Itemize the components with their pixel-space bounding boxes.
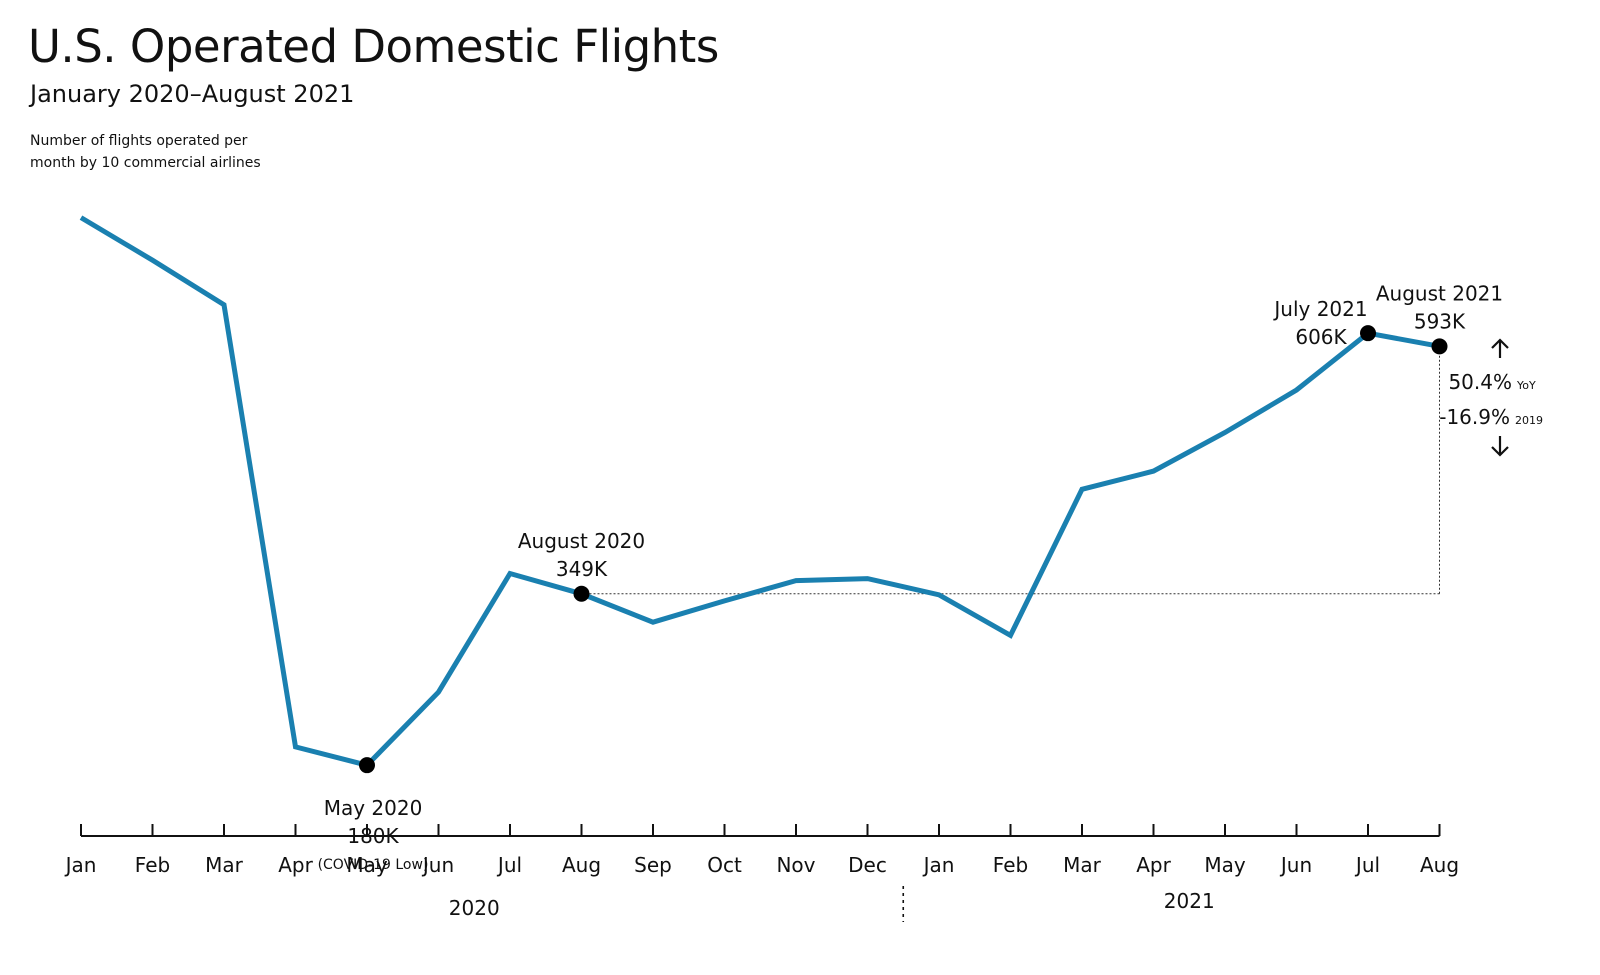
chart-subtitle: January 2020–August 2021 <box>30 80 355 108</box>
change-suffix: YoY <box>1516 379 1536 392</box>
change-value: 50.4% <box>1448 370 1512 394</box>
annotation-label: 349K <box>556 557 608 581</box>
x-tick-label: Aug <box>1420 853 1459 877</box>
highlight-point <box>573 585 590 602</box>
x-tick-label: Nov <box>776 853 815 877</box>
x-tick-label: Feb <box>135 853 170 877</box>
annotation-label: 593K <box>1414 309 1466 333</box>
highlight-points <box>359 325 1448 774</box>
annotation-label: August 2020 <box>518 529 645 553</box>
year-label: 2021 <box>1164 889 1215 913</box>
annotation-note: (COVID-19 Low) <box>318 857 429 873</box>
highlight-point <box>359 757 375 774</box>
x-tick-label: Jan <box>922 853 955 877</box>
annotation-label: July 2021 <box>1272 297 1367 321</box>
x-tick-label: Dec <box>848 853 887 877</box>
x-tick-label: May <box>346 853 388 877</box>
x-tick-label: May <box>1204 853 1246 877</box>
x-tick-label: Apr <box>278 853 313 877</box>
annotation-label: 180K <box>347 824 399 848</box>
x-tick-label: Apr <box>1136 853 1171 877</box>
highlight-point <box>1431 338 1448 355</box>
down-arrow-icon <box>1491 436 1509 457</box>
x-axis: Jan Feb Mar Apr May Jun Jul Aug Sep Oct Nov Dec Jan F… <box>64 824 1459 922</box>
annotation-label: 606K <box>1295 325 1347 349</box>
x-tick-label: Oct <box>707 853 742 877</box>
comparison-guides <box>581 346 1440 595</box>
x-tick-label: Jun <box>1279 853 1312 877</box>
x-tick-label: Aug <box>562 853 601 877</box>
chart-title: U.S. Operated Domestic Flights <box>28 20 719 73</box>
x-tick-label: Sep <box>634 853 672 877</box>
chart-description: Number of flights operated per month by … <box>30 133 261 171</box>
annotation-labels: May 2020 180K (COVID-19 Low) August 2020 349… <box>318 281 1504 873</box>
x-tick-label: Feb <box>993 853 1028 877</box>
series-line <box>79 215 1440 768</box>
annotation-label: August 2021 <box>1376 281 1503 305</box>
x-tick-label: Mar <box>1063 853 1102 877</box>
x-tick-label: Jul <box>496 853 522 877</box>
change-indicators: 50.4% YoY -16.9% 2019 <box>1439 338 1543 457</box>
highlight-point <box>1360 325 1376 342</box>
x-tick-label: Jun <box>421 853 454 877</box>
x-tick-label: Jul <box>1354 853 1380 877</box>
x-tick-label: Jan <box>64 853 97 877</box>
series-line-layer <box>79 215 1440 768</box>
change-value: -16.9% <box>1439 405 1510 429</box>
change-suffix: 2019 <box>1515 414 1543 427</box>
x-tick-label: Mar <box>205 853 244 877</box>
annotation-label: May 2020 <box>324 796 423 820</box>
up-arrow-icon <box>1491 338 1509 358</box>
year-label: 2020 <box>449 896 500 920</box>
